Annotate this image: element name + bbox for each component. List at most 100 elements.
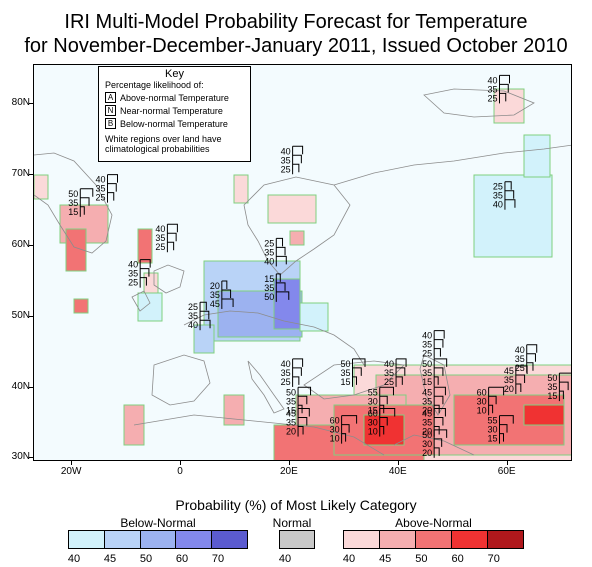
forecast-value: 60 <box>330 416 340 426</box>
forecast-value: 25 <box>281 164 291 174</box>
forecast-value: 25 <box>487 93 497 103</box>
legend-above-tick: 60 <box>451 553 464 565</box>
forecast-bar <box>526 344 538 353</box>
legend-below-swatch <box>176 531 213 548</box>
forecast-value: 35 <box>422 368 432 378</box>
forecast-value: 15 <box>487 434 497 444</box>
lat-tick <box>29 457 33 459</box>
forecast-value: 20 <box>422 448 432 458</box>
key-note: White regions over land have climatologi… <box>105 134 250 154</box>
forecast-bar <box>379 395 388 405</box>
forecast-bar <box>504 181 512 190</box>
forecast-bar <box>499 74 510 84</box>
forecast-bar <box>559 372 571 374</box>
legend-title: Probability (%) of Most Likely Category <box>175 497 417 513</box>
key-note-line-2: climatological probabilities <box>105 144 210 154</box>
forecast-value: 40 <box>281 146 291 156</box>
forecast-bar <box>434 386 446 396</box>
forecast-bar <box>276 237 284 247</box>
legend-below-tick: 40 <box>67 553 81 565</box>
legend-below-tick: 45 <box>103 553 117 565</box>
forecast-bar <box>434 376 439 385</box>
forecast-value: 40 <box>128 260 138 270</box>
lat-label: 60N <box>11 238 30 250</box>
forecast-bar <box>396 367 406 376</box>
forecast-value: 35 <box>188 311 198 321</box>
forecast-bar <box>140 259 151 268</box>
forecast-value: 45 <box>504 366 514 376</box>
forecast-bar <box>396 358 407 367</box>
lon-tick <box>180 461 181 465</box>
region-cell <box>473 174 553 258</box>
forecast-value: 50 <box>547 373 557 383</box>
map-title-line-1: IRI Multi-Model Probability Forecast for… <box>64 11 528 33</box>
lon-label: 40E <box>388 466 407 477</box>
forecast-bar <box>515 365 528 375</box>
forecast-value: 40 <box>515 345 525 355</box>
forecast-value: 15 <box>547 391 557 401</box>
lon-label: 60E <box>497 466 516 477</box>
forecast-value: 40 <box>487 75 497 85</box>
map-key: Key Percentage likelihood of: A Above-no… <box>98 66 251 162</box>
forecast-value: 35 <box>422 418 432 428</box>
novaya-zemlya <box>423 88 535 118</box>
lon-tick <box>71 461 73 465</box>
forecast-value: 35 <box>95 184 105 194</box>
legend-below-swatch <box>69 531 105 548</box>
forecast-value: 45 <box>422 409 432 419</box>
forecast-value: 35 <box>264 247 274 257</box>
lat-tick <box>29 244 33 246</box>
forecast-bar <box>276 291 290 300</box>
forecast-bar <box>488 386 505 396</box>
forecast-bar <box>200 319 211 329</box>
forecast-bar <box>167 223 178 233</box>
forecast-value: 20 <box>504 384 514 394</box>
gulf-coast <box>393 434 475 456</box>
forecast-bar <box>488 404 494 414</box>
forecast-bar <box>341 424 350 433</box>
forecast-value: 30 <box>368 396 378 406</box>
lon-label: 20W <box>60 466 82 477</box>
map-canvas: 4035254035255035154035252535404035254035… <box>34 74 571 460</box>
key-label-above: Above-normal Temperature <box>120 92 229 103</box>
legend-above-swatch <box>488 531 523 548</box>
forecast-bar <box>221 298 234 307</box>
key-title: Key <box>165 68 184 80</box>
forecast-bar <box>515 383 522 393</box>
forecast-bar <box>276 246 286 256</box>
forecast-bar <box>559 390 564 400</box>
region-cell <box>34 174 49 200</box>
legend-below-tick: 70 <box>211 553 225 565</box>
forecast-bar <box>276 273 281 282</box>
forecast-value: 35 <box>487 84 497 94</box>
forecast-bar <box>526 362 534 371</box>
legend-below-swatches <box>68 530 248 549</box>
region-cell <box>267 194 317 224</box>
forecast-bar <box>434 330 445 339</box>
forecast-value: 35 <box>515 354 525 364</box>
key-letter-a: A <box>105 92 116 103</box>
region-cell <box>523 404 565 426</box>
forecast-labels: 4035254035255035154035252535404035254035… <box>68 74 571 458</box>
forecast-bar <box>292 358 304 367</box>
lat-label: 50N <box>11 309 30 321</box>
forecast-value: 20 <box>286 427 296 437</box>
region-cell <box>137 292 163 322</box>
forecast-bar <box>434 417 444 426</box>
lon-tick <box>288 461 290 465</box>
forecast-value: 25 <box>515 363 525 373</box>
forecast-value: 40 <box>422 331 432 341</box>
forecast-value: 25 <box>493 182 503 192</box>
region-cell <box>193 324 215 354</box>
forecast-value: 10 <box>368 427 378 437</box>
